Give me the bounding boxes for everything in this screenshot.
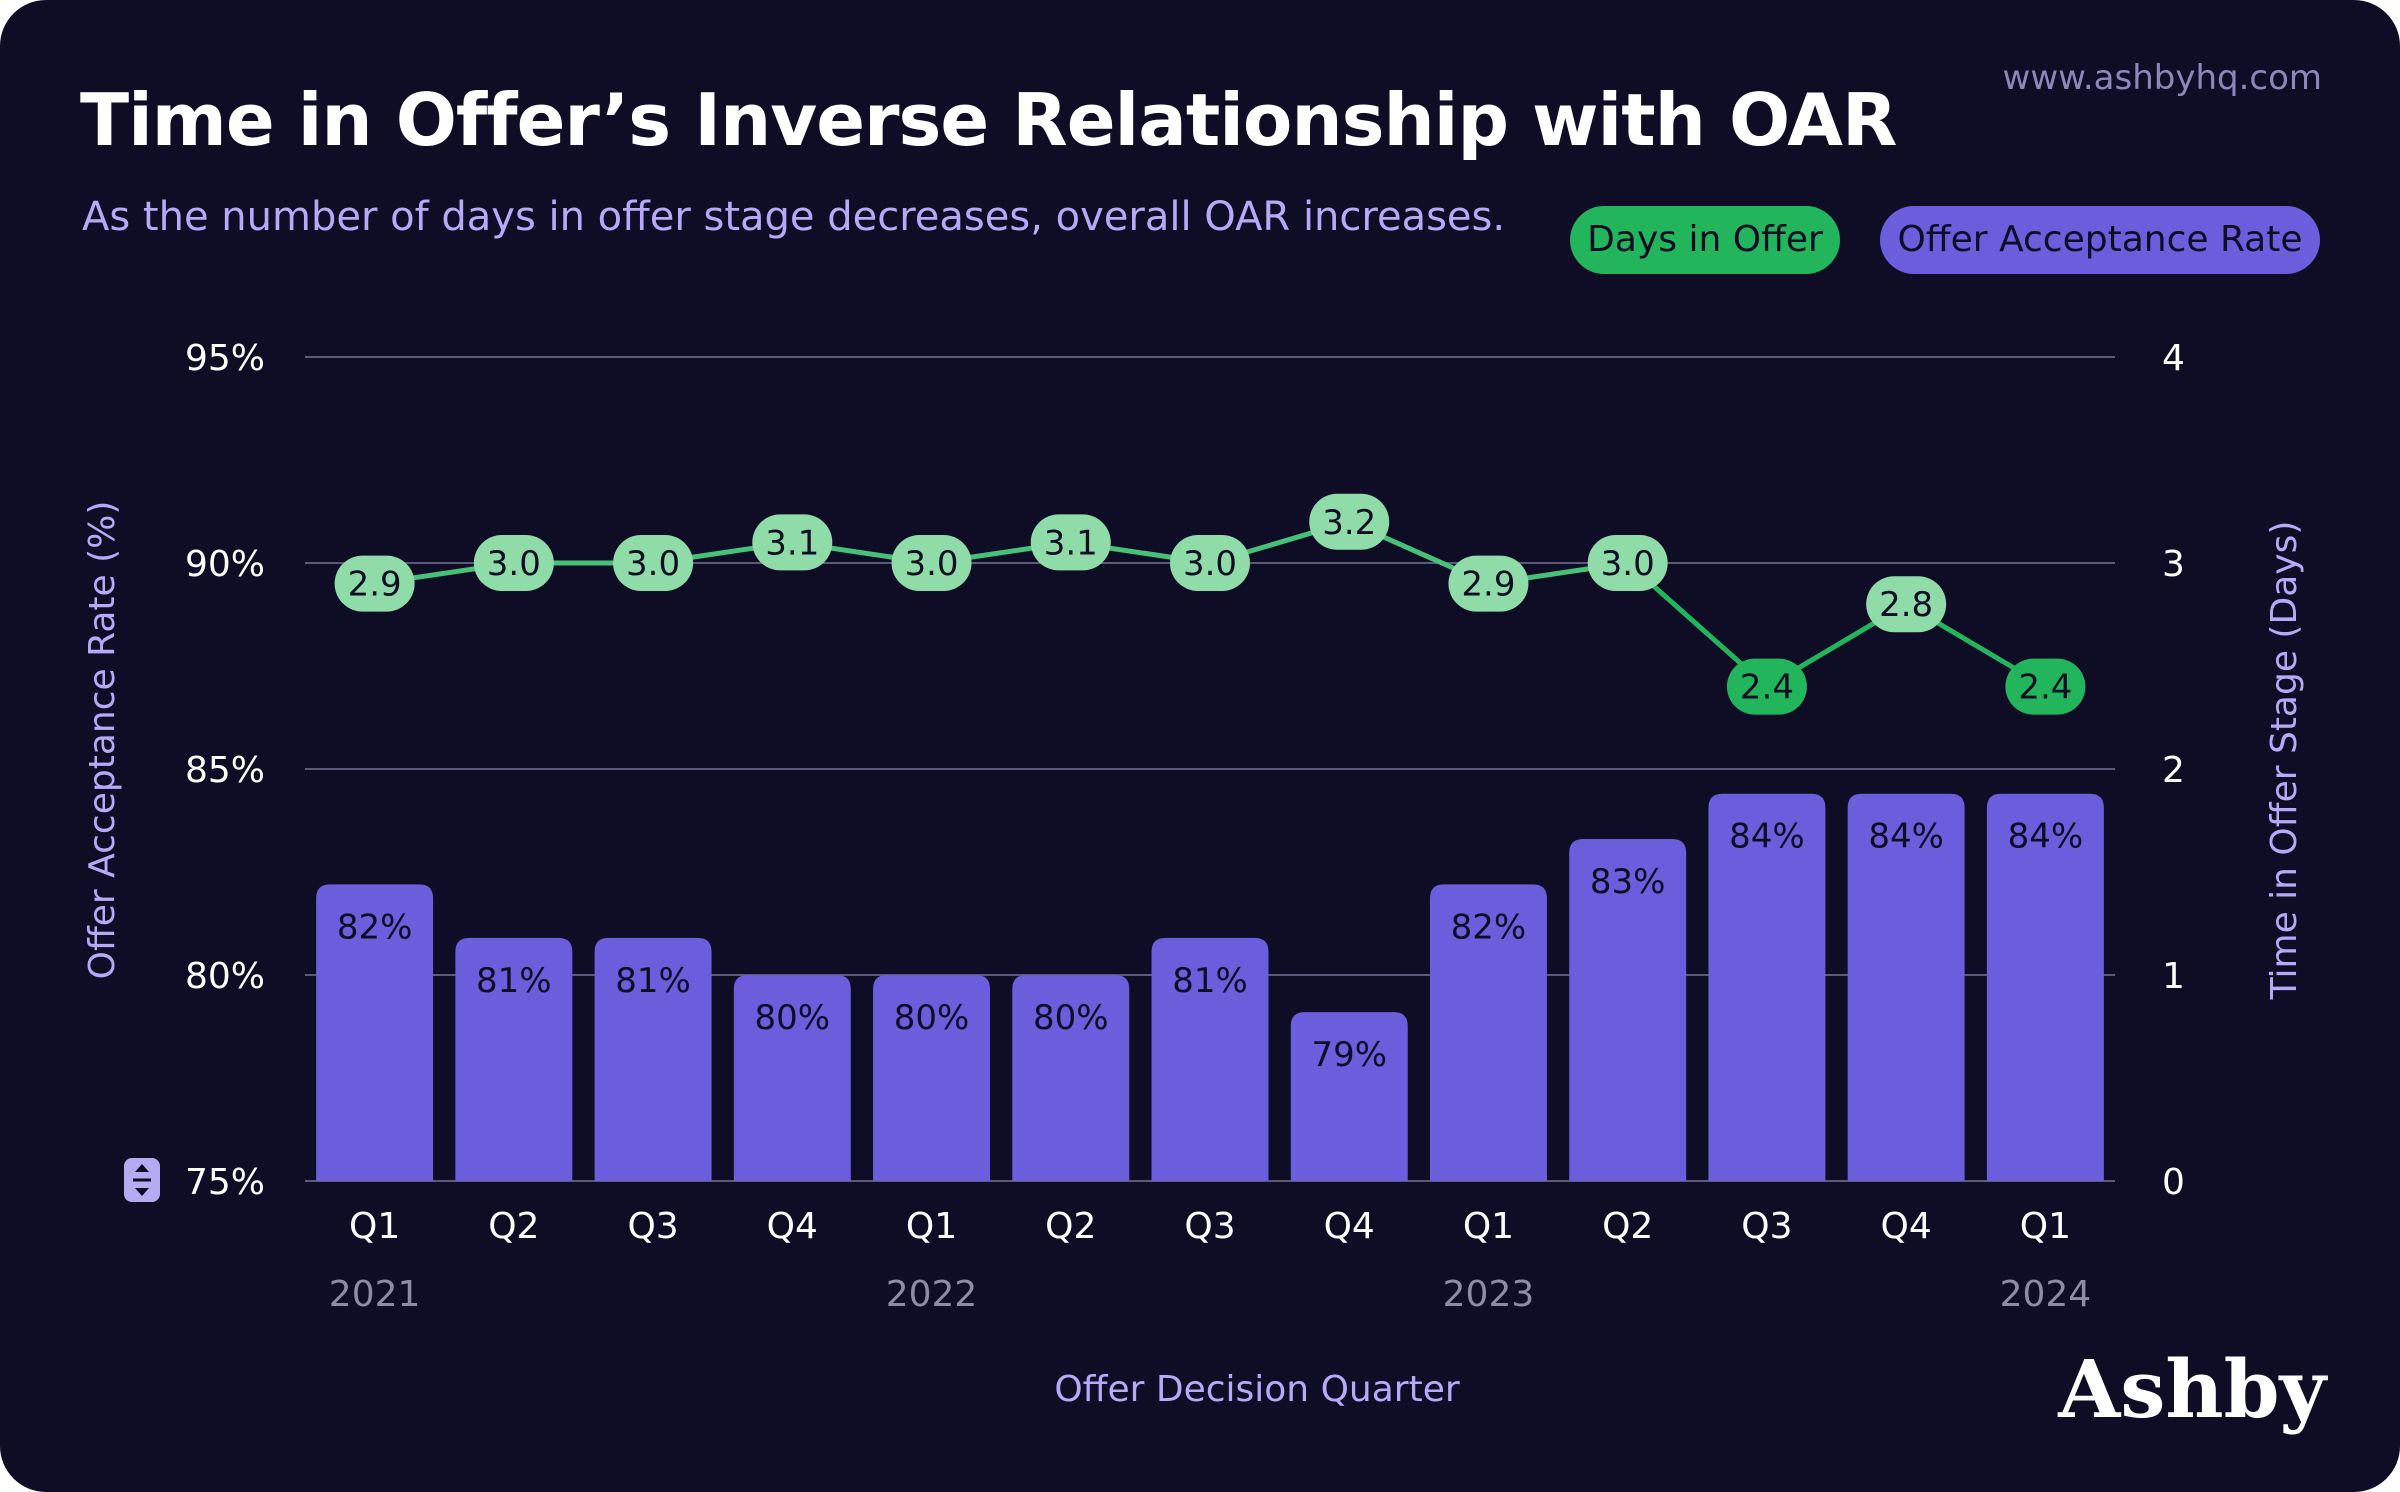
days-point-label: 2.4 — [2018, 668, 2072, 708]
x-tick-label: Q4 — [1324, 1206, 1375, 1247]
x-year-label: 2023 — [1443, 1274, 1535, 1315]
legend-days-in-offer[interactable]: Days in Offer — [1570, 206, 1840, 274]
days-point-label: 2.8 — [1879, 585, 1933, 625]
x-tick-label: Q2 — [1602, 1206, 1653, 1247]
oar-bar[interactable] — [455, 937, 573, 1181]
y-tick-label-right: 2 — [2162, 750, 2185, 791]
days-point-label: 3.1 — [765, 523, 819, 563]
oar-bar-label: 80% — [1033, 998, 1109, 1038]
oar-bar-label: 82% — [337, 907, 413, 947]
oar-bar-label: 82% — [1451, 907, 1527, 947]
days-point[interactable] — [613, 535, 694, 591]
oar-bar-label: 79% — [1311, 1035, 1387, 1075]
oar-bar-label: 83% — [1590, 862, 1666, 902]
oar-bar[interactable] — [316, 884, 434, 1181]
ashby-logo: Ashby — [2058, 1342, 2326, 1436]
x-tick-label: Q4 — [767, 1206, 818, 1247]
x-tick-label: Q1 — [349, 1206, 400, 1247]
x-tick-label: Q2 — [1045, 1206, 1096, 1247]
y-tick-label-right: 4 — [2162, 338, 2185, 379]
days-point-label: 3.2 — [1322, 503, 1376, 543]
y-tick-label-right: 1 — [2162, 956, 2185, 997]
days-point[interactable] — [1170, 535, 1250, 591]
x-axis-title: Offer Decision Quarter — [1054, 1369, 1460, 1410]
oar-bar[interactable] — [1151, 937, 1269, 1181]
y-axis-title-left: Offer Acceptance Rate (%) — [82, 501, 123, 980]
oar-bar[interactable] — [1708, 793, 1826, 1181]
y-tick-label-right: 3 — [2162, 544, 2185, 585]
days-point-label: 3.0 — [626, 544, 680, 584]
days-point[interactable] — [1030, 514, 1111, 571]
oar-bar-label: 84% — [2008, 817, 2084, 857]
y-tick-label-left: 75% — [185, 1162, 265, 1203]
days-point-label: 2.9 — [1461, 565, 1515, 605]
days-point-label: 3.0 — [1183, 544, 1237, 584]
x-tick-label: Q3 — [1741, 1206, 1792, 1247]
days-point[interactable] — [1448, 555, 1529, 612]
days-point[interactable] — [891, 535, 972, 591]
days-point[interactable] — [334, 555, 415, 612]
oar-bar[interactable] — [1847, 793, 1965, 1181]
days-point-label: 3.0 — [904, 544, 958, 584]
oar-bar-label: 80% — [894, 998, 970, 1038]
expand-vertical-icon[interactable] — [124, 1158, 160, 1202]
oar-bar[interactable] — [594, 937, 712, 1181]
days-point[interactable] — [1726, 658, 1807, 715]
days-point[interactable] — [2005, 658, 2086, 715]
days-point-label: 2.4 — [1740, 668, 1794, 708]
y-tick-label-left: 85% — [185, 750, 265, 791]
oar-bar[interactable] — [1429, 884, 1547, 1181]
oar-bar[interactable] — [1569, 839, 1687, 1181]
oar-bar-label: 81% — [615, 961, 691, 1001]
oar-bar-label: 81% — [1172, 961, 1248, 1001]
oar-bar[interactable] — [1012, 975, 1130, 1181]
days-point-label: 3.1 — [1044, 523, 1098, 563]
x-year-label: 2021 — [329, 1274, 421, 1315]
oar-bar[interactable] — [1986, 793, 2104, 1181]
y-tick-label-left: 80% — [185, 956, 265, 997]
days-point-label: 2.9 — [348, 565, 402, 605]
days-point[interactable] — [473, 535, 554, 591]
oar-bar-label: 80% — [755, 998, 831, 1038]
oar-bar-label: 84% — [1729, 817, 1805, 857]
x-tick-label: Q3 — [627, 1206, 678, 1247]
chart-title: Time in Offer’s Inverse Relationship wit… — [80, 78, 1897, 162]
x-tick-label: Q2 — [488, 1206, 539, 1247]
oar-bar[interactable] — [873, 975, 991, 1181]
x-tick-label: Q3 — [1184, 1206, 1235, 1247]
days-point[interactable] — [1866, 576, 1947, 633]
x-tick-label: Q4 — [1881, 1206, 1932, 1247]
chart-subtitle: As the number of days in offer stage dec… — [82, 194, 1506, 240]
days-point[interactable] — [1309, 493, 1390, 550]
y-tick-label-left: 95% — [185, 338, 265, 379]
x-tick-label: Q1 — [2020, 1206, 2071, 1247]
days-point[interactable] — [1587, 535, 1668, 591]
oar-bar-label: 84% — [1868, 817, 1944, 857]
days-point[interactable] — [752, 514, 833, 571]
y-tick-label-left: 90% — [185, 544, 265, 585]
y-tick-label-right: 0 — [2162, 1162, 2185, 1203]
legend-offer-acceptance-rate[interactable]: Offer Acceptance Rate — [1880, 206, 2320, 274]
oar-bar[interactable] — [1290, 1012, 1408, 1181]
site-url[interactable]: www.ashbyhq.com — [2002, 58, 2322, 98]
x-tick-label: Q1 — [1463, 1206, 1514, 1247]
oar-bar[interactable] — [733, 975, 851, 1181]
x-year-label: 2024 — [2000, 1274, 2092, 1315]
x-tick-label: Q1 — [906, 1206, 957, 1247]
x-year-label: 2022 — [886, 1274, 978, 1315]
days-point-label: 3.0 — [1601, 544, 1655, 584]
days-point-label: 3.0 — [487, 544, 541, 584]
y-axis-title-right: Time in Offer Stage (Days) — [2264, 521, 2305, 1001]
oar-bar-label: 81% — [476, 961, 552, 1001]
